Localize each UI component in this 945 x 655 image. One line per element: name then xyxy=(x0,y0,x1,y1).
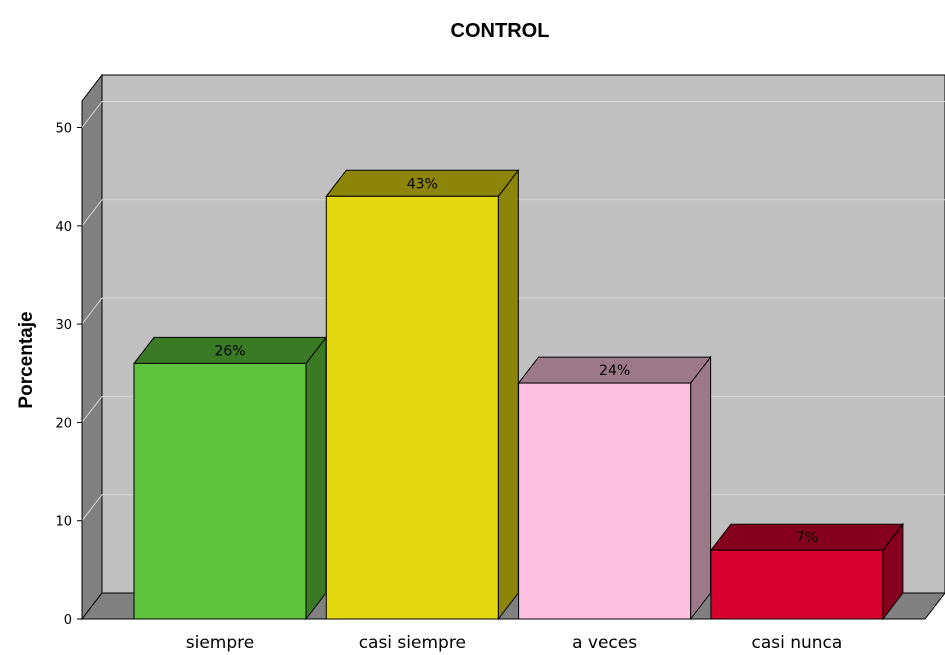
bar-casi-nunca: 7% xyxy=(709,522,904,621)
bar-side xyxy=(690,355,712,621)
gridline-side xyxy=(81,101,103,128)
y-axis: 0 10 20 30 40 50 xyxy=(55,122,83,628)
bar-front xyxy=(325,195,499,620)
data-label: 43% xyxy=(407,176,438,192)
bar-front xyxy=(710,549,884,620)
bar-side xyxy=(305,335,327,621)
x-tick-label: a veces xyxy=(572,633,637,653)
gridline-side xyxy=(81,494,103,522)
data-label: 26% xyxy=(214,343,245,359)
bars: 26% 43% 24% 7% xyxy=(132,168,904,621)
bar-casi-siempre: 43% xyxy=(325,168,520,621)
y-tick-label: 0 xyxy=(64,613,72,628)
bar-front xyxy=(133,362,307,620)
bar-side xyxy=(497,168,519,621)
bar-front xyxy=(518,382,692,620)
bar-a-veces: 24% xyxy=(517,355,712,621)
x-axis-labels: siempre casi siempre a veces casi nunca xyxy=(186,633,843,653)
data-label: 24% xyxy=(599,363,630,379)
data-label: 7% xyxy=(796,530,818,546)
x-tick-label: casi nunca xyxy=(751,633,842,653)
plot-left-wall xyxy=(81,73,103,621)
y-tick-label: 40 xyxy=(55,220,72,235)
x-tick-label: siempre xyxy=(186,633,254,653)
y-tick-label: 50 xyxy=(55,122,72,137)
gridline-side xyxy=(81,297,103,325)
chart-title: CONTROL xyxy=(451,20,550,42)
bar-siempre: 26% xyxy=(132,335,328,621)
y-tick-label: 30 xyxy=(55,318,72,333)
y-axis-label: Porcentaje xyxy=(16,311,37,408)
x-tick-label: casi siempre xyxy=(359,633,466,653)
gridline-side xyxy=(81,396,103,423)
gridline-side xyxy=(81,199,103,227)
y-tick-label: 10 xyxy=(55,515,72,530)
y-tick-label: 20 xyxy=(55,416,72,431)
